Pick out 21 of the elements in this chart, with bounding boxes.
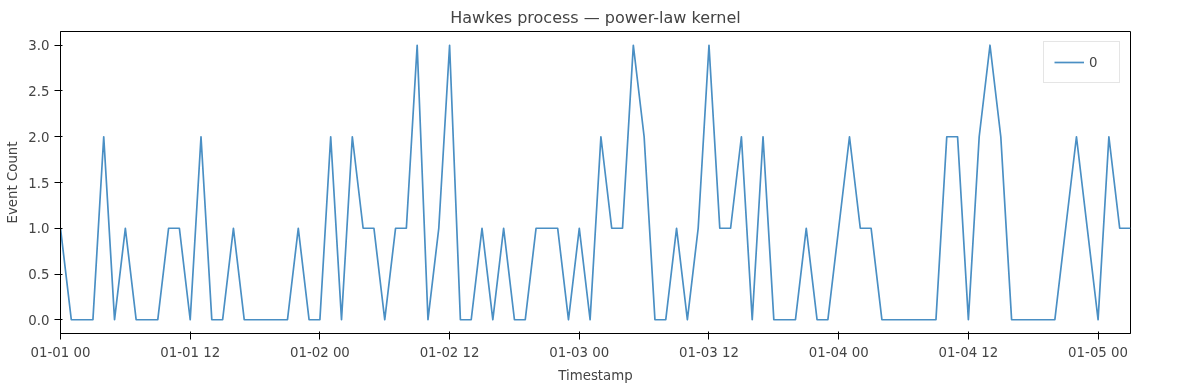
x-tick-label: 01-02 12	[419, 344, 480, 360]
chart-title: Hawkes process — power-law kernel	[450, 7, 741, 27]
x-tick-label: 01-02 00	[289, 344, 350, 360]
y-tick-label: 0.0	[28, 312, 50, 328]
x-axis-title: Timestamp	[557, 367, 633, 383]
y-tick-label: 3.0	[28, 38, 50, 54]
y-tick-label: 1.0	[28, 221, 50, 237]
x-tick-label: 01-04 00	[808, 344, 869, 360]
x-tick-label: 01-03 00	[549, 344, 610, 360]
x-tick-label: 01-01 12	[160, 344, 221, 360]
legend-label: 0	[1089, 54, 1099, 70]
line-series	[60, 44, 1131, 321]
y-tick-label: 1.5	[28, 175, 50, 191]
y-tick-label: 2.0	[28, 129, 50, 145]
y-tick-label: 2.5	[28, 83, 50, 99]
x-tick-label: 01-01 00	[30, 344, 91, 360]
y-axis-title: Event Count	[5, 141, 21, 224]
y-tick-label: 0.5	[28, 267, 50, 283]
x-tick-label: 01-05 00	[1068, 344, 1129, 360]
x-tick-label: 01-04 12	[938, 344, 999, 360]
x-tick-label: 01-03 12	[679, 344, 739, 360]
